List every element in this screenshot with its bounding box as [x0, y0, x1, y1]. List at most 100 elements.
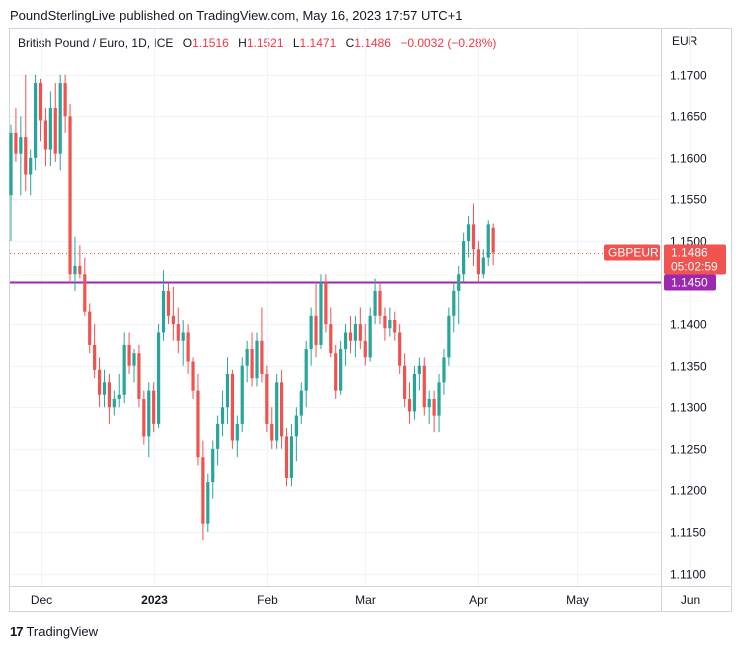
candle-body: [58, 83, 62, 154]
candle-body: [245, 349, 249, 366]
candle-body: [319, 282, 323, 345]
ticker-tag-text: GBPEUR: [608, 246, 659, 260]
y-tick-label: 1.1200: [670, 484, 707, 498]
candle-body: [403, 365, 407, 399]
candle-body: [132, 353, 136, 366]
candle-body: [147, 390, 151, 437]
candle-body: [481, 257, 485, 275]
x-tick-label: Mar: [355, 593, 376, 607]
candle-body: [294, 415, 298, 437]
candle-body: [373, 290, 377, 316]
brand-name: TradingView: [26, 624, 99, 639]
candle-body: [29, 157, 33, 175]
candle-body: [348, 332, 353, 341]
x-tick-label: Apr: [469, 593, 488, 607]
candle-body: [97, 369, 102, 395]
candle-body: [309, 315, 313, 350]
x-tick-label: 2023: [141, 593, 168, 607]
candle-body: [407, 398, 412, 412]
candle-body: [142, 398, 146, 437]
symbol-name: British Pound / Euro, 1D, ICE: [18, 36, 174, 50]
symbol-legend: British Pound / Euro, 1D, ICE O1.1516 H1…: [18, 36, 496, 50]
y-tick-label: 1.1150: [670, 526, 706, 540]
candle-body: [462, 240, 466, 275]
candle-body: [284, 436, 289, 478]
candle-body: [117, 394, 121, 399]
candle-body: [466, 224, 471, 241]
candle-body: [235, 423, 239, 441]
candle-body: [339, 349, 343, 391]
candle-body: [255, 340, 259, 379]
candle-body: [378, 290, 382, 316]
y-tick-label: 1.1350: [670, 360, 707, 374]
candle-body: [206, 482, 210, 524]
candle-body: [122, 344, 126, 395]
candle-body: [68, 116, 72, 275]
candle-body: [196, 390, 200, 458]
time-axis: Dec 2023 Feb Mar Apr May Jun: [31, 593, 700, 607]
open-value: 1.1516: [192, 36, 229, 50]
candle-body: [358, 324, 362, 341]
x-tick-label: Jun: [681, 593, 700, 607]
x-tick-label: Dec: [31, 593, 52, 607]
candle-body: [260, 340, 264, 375]
candle-body: [447, 315, 451, 358]
candle-body: [157, 332, 161, 424]
candle-body: [112, 398, 116, 408]
candle-body: [201, 457, 205, 524]
y-tick-label: 1.1650: [670, 110, 707, 124]
candle-body: [171, 315, 175, 325]
currency-label: EUR: [672, 34, 698, 48]
low-value: 1.1471: [299, 36, 337, 50]
price-tag-box: [664, 244, 726, 275]
x-tick-label: Feb: [257, 593, 278, 607]
high-value: 1.1521: [246, 36, 284, 50]
candle-body: [304, 349, 308, 391]
candle-body: [230, 374, 234, 441]
candle-body: [78, 265, 82, 275]
candle-body: [476, 249, 480, 275]
last-price-tag: GBPEUR 1.1486 05:02:59: [604, 244, 726, 275]
y-tick-label: 1.1700: [670, 69, 707, 83]
candle-body: [43, 120, 48, 150]
high-label: H: [238, 36, 247, 50]
candle-body: [368, 315, 372, 358]
level-tag-box: [664, 274, 716, 291]
candle-body: [9, 132, 13, 196]
candle-body: [53, 107, 57, 154]
candle-body: [265, 374, 269, 424]
candle-body: [63, 83, 67, 117]
candle-body: [211, 448, 215, 483]
candle-body: [270, 423, 274, 441]
footer-branding: 17 TradingView: [10, 624, 98, 639]
publisher-header: PoundSterlingLive published on TradingVi…: [10, 8, 463, 23]
y-tick-label: 1.1400: [670, 318, 707, 332]
candles: [9, 74, 495, 541]
candle-body: [343, 332, 348, 350]
candle-body: [329, 324, 333, 354]
candle-body: [388, 319, 392, 329]
candle-body: [457, 274, 461, 291]
candle-body: [486, 224, 490, 258]
candle-body: [225, 374, 230, 408]
candle-body: [107, 382, 111, 408]
candle-body: [176, 324, 180, 341]
candle-body: [186, 332, 190, 362]
candle-body: [471, 224, 476, 250]
candle-body: [398, 332, 402, 366]
candle-body: [216, 423, 220, 449]
candle-body: [102, 382, 107, 395]
candle-body: [191, 361, 195, 391]
close-value: 1.1486: [354, 36, 391, 50]
price-axis: 1.17001.16501.16001.15501.15001.14001.13…: [670, 69, 707, 582]
candle-body: [152, 390, 156, 424]
level-tag-value: 1.1450: [671, 276, 708, 290]
candle-body: [417, 365, 421, 375]
y-tick-label: 1.1250: [670, 443, 707, 457]
candle-body: [427, 398, 431, 408]
candle-body: [275, 382, 279, 441]
candle-body: [334, 353, 338, 391]
change-value: −0.0032 (−0.28%): [400, 36, 497, 50]
candle-body: [442, 357, 446, 383]
